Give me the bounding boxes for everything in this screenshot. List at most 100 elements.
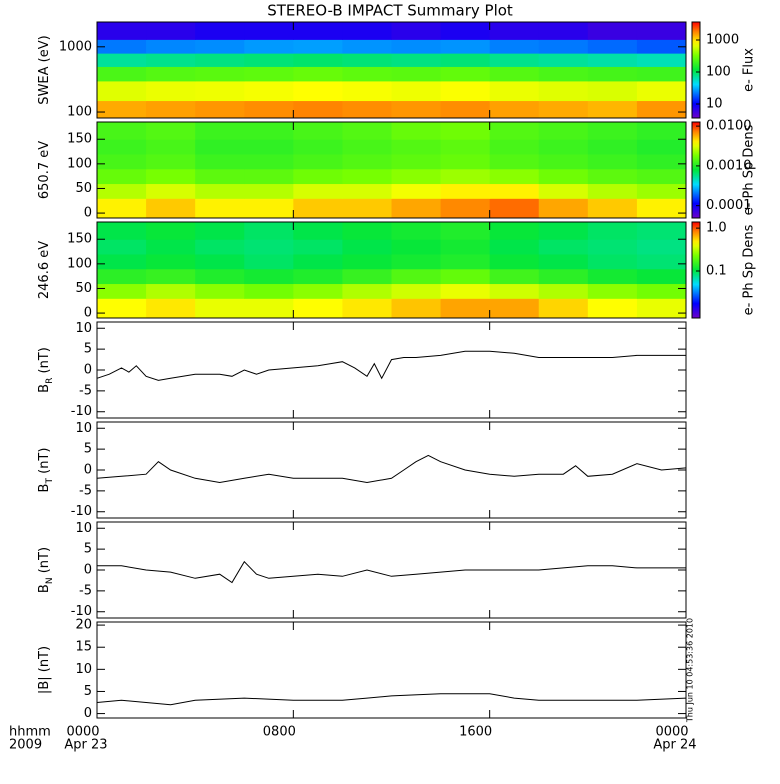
heatmap-cell — [97, 268, 147, 285]
panel: 0.1 1.0 e- Ph Sp Dens 0 50 100 150 246.6 eV — [37, 221, 757, 321]
heatmap-cell — [636, 53, 687, 67]
heatmap-cell — [342, 53, 392, 67]
heatmap-cell — [293, 22, 343, 40]
heatmap-cell — [146, 168, 196, 185]
y-axis-label-part: |B| (nT) — [37, 646, 52, 694]
y-axis-label-part: N — [45, 577, 55, 584]
y-tick-label: 0 — [84, 463, 92, 478]
heatmap-cell — [97, 222, 147, 240]
heatmap-cell — [293, 268, 343, 285]
heatmap-cell — [636, 22, 687, 40]
heatmap-cell — [440, 168, 491, 185]
heatmap-cell — [636, 168, 687, 185]
y-axis-label: SWEA (eV) — [37, 35, 52, 104]
heatmap-cell — [587, 39, 638, 54]
colorbar-tick-label: 10 — [706, 96, 723, 111]
heatmap-cell — [146, 239, 196, 255]
heatmap-cell — [391, 53, 442, 67]
heatmap-cell — [587, 254, 638, 270]
heatmap-cell — [244, 198, 294, 219]
heatmap-cell — [195, 168, 245, 185]
heatmap-cell — [489, 22, 540, 40]
heatmap-cell — [244, 66, 294, 82]
y-axis-label-part: (nT) — [37, 547, 52, 577]
heatmap-cell — [489, 53, 540, 67]
heatmap-cell — [146, 80, 196, 102]
panel-frame — [96, 421, 687, 519]
heatmap-cell — [489, 198, 540, 219]
heatmap-cell — [97, 22, 147, 40]
heatmap-cell — [195, 268, 245, 285]
y-axis-label-part: R — [45, 378, 55, 384]
heatmap-cell — [636, 183, 687, 199]
heatmap-cell — [538, 39, 589, 54]
heatmap-cell — [195, 66, 245, 82]
heatmap-cell — [342, 239, 392, 255]
heatmap-cell — [636, 268, 687, 285]
heatmap-cell — [440, 154, 491, 170]
y-tick-label: 1000 — [59, 39, 92, 54]
heatmap-cell — [636, 254, 687, 270]
y-axis-label-part: T — [45, 478, 55, 485]
heatmap-cell — [342, 183, 392, 199]
heatmap-cell — [195, 198, 245, 219]
x-axis-label: 2009 — [9, 738, 42, 753]
panel: -10 -5 0 5 10 BN (nT) — [37, 521, 687, 619]
heatmap-cell — [195, 122, 245, 140]
colorbar-tick-label: 0.0100 — [706, 119, 752, 134]
heatmap-cell — [146, 154, 196, 170]
heatmap-cell — [244, 39, 294, 54]
y-tick-label: 0 — [84, 563, 92, 578]
heatmap-cell — [293, 53, 343, 67]
y-tick-label: 5 — [84, 684, 92, 699]
y-tick-label: 100 — [67, 156, 92, 171]
heatmap-cell — [538, 139, 589, 155]
heatmap-cell — [195, 283, 245, 299]
heatmap-cell — [440, 39, 491, 54]
heatmap-cell — [587, 168, 638, 185]
panel-frame — [96, 121, 687, 219]
heatmap-cell — [293, 298, 343, 319]
heatmap-cell — [342, 39, 392, 54]
heatmap-cell — [440, 239, 491, 255]
heatmap-cell — [391, 239, 442, 255]
heatmap-cell — [489, 254, 540, 270]
heatmap-cell — [440, 222, 491, 240]
heatmap-cell — [146, 298, 196, 319]
heatmap-cell — [587, 154, 638, 170]
heatmap-cell — [489, 268, 540, 285]
heatmap-cell — [587, 80, 638, 102]
heatmap-cell — [489, 283, 540, 299]
heatmap-cell — [195, 183, 245, 199]
heatmap-cell — [244, 222, 294, 240]
x-tick-label: 0800 — [263, 725, 296, 740]
heatmap-cell — [489, 154, 540, 170]
heatmap-cell — [489, 168, 540, 185]
heatmap-cell — [440, 183, 491, 199]
heatmap-cell — [293, 168, 343, 185]
heatmap-cell — [636, 283, 687, 299]
heatmap-cell — [587, 283, 638, 299]
x-tick-label: 1600 — [459, 725, 492, 740]
heatmap-cell — [489, 39, 540, 54]
heatmap-cell — [195, 154, 245, 170]
heatmap-cell — [538, 298, 589, 319]
heatmap-cell — [293, 100, 343, 119]
y-axis-label: BR (nT) — [37, 347, 55, 393]
heatmap-cell — [342, 298, 392, 319]
heatmap-cell — [440, 254, 491, 270]
heatmap-cell — [440, 100, 491, 119]
heatmap-cell — [244, 254, 294, 270]
heatmap-cell — [538, 66, 589, 82]
y-tick-label: 0 — [84, 706, 92, 721]
heatmap-cell — [391, 298, 442, 319]
heatmap-cell — [244, 298, 294, 319]
x-tick-label: 0000 — [655, 725, 688, 740]
heatmap-cell — [146, 22, 196, 40]
heatmap-cell — [244, 168, 294, 185]
y-tick-label: -10 — [71, 504, 92, 519]
colorbar-label: e- Flux — [742, 48, 757, 92]
heatmap-cell — [244, 154, 294, 170]
